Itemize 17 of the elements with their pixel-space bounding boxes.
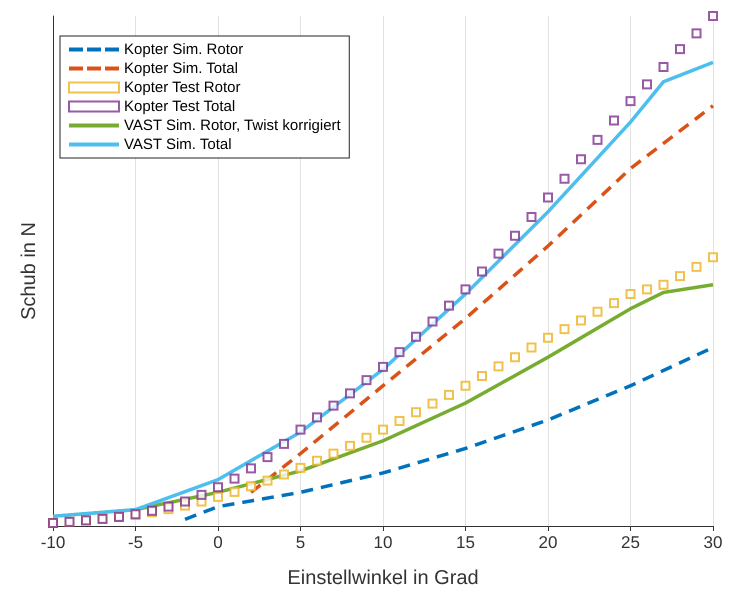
x-tick-label: -10 xyxy=(40,533,66,552)
legend-label: Kopter Sim. Rotor xyxy=(124,41,244,58)
x-tick-label: 15 xyxy=(456,533,475,552)
x-tick-label: 0 xyxy=(213,533,223,552)
x-tick-label: 10 xyxy=(374,533,392,552)
legend-label: Kopter Test Rotor xyxy=(124,79,240,96)
y-axis-title: Schub in N xyxy=(18,222,40,320)
legend-label: Kopter Sim. Total xyxy=(124,60,238,77)
legend-label: VAST Sim. Rotor, Twist korrigiert xyxy=(124,117,342,134)
x-tick-label: 30 xyxy=(704,533,722,552)
legend-label: Kopter Test Total xyxy=(124,98,236,115)
x-axis-title: Einstellwinkel in Grad xyxy=(287,567,479,589)
x-tick-label: -5 xyxy=(128,533,144,552)
legend-label: VAST Sim. Total xyxy=(124,136,232,153)
x-tick-label: 20 xyxy=(538,533,558,552)
x-tick-label: 25 xyxy=(621,533,640,552)
x-tick-label: 5 xyxy=(296,533,306,552)
